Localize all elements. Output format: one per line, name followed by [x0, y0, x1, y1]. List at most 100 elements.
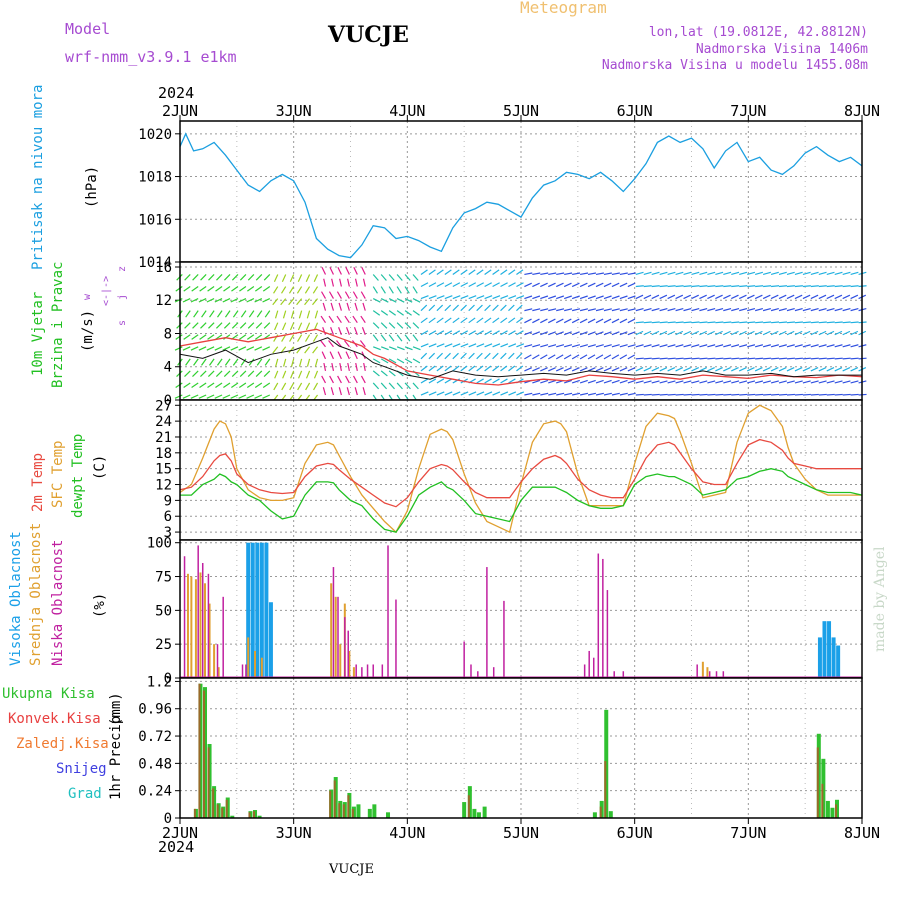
wind-arrow	[770, 380, 779, 384]
precip-total-bar	[230, 815, 235, 818]
wind-arrow	[635, 330, 644, 336]
wind-arrow	[755, 357, 764, 360]
wind-arrow	[794, 380, 803, 384]
model-label: Model	[65, 20, 111, 38]
wind-arrow	[254, 382, 263, 388]
wind-arrow	[627, 295, 636, 300]
wind-arrow	[707, 321, 716, 324]
wind-arrow	[298, 310, 303, 319]
wind-arrow	[198, 394, 207, 399]
cloud-low-bar	[216, 644, 219, 678]
wind-arrow	[579, 331, 588, 336]
wind-arrow	[312, 334, 319, 342]
wind-arrow	[675, 307, 684, 312]
wind-arrow	[247, 274, 255, 281]
wind-arrow	[484, 282, 492, 288]
wind-arrow	[524, 272, 533, 276]
wind-arrow	[263, 274, 271, 281]
precip-conv-bar	[329, 790, 332, 818]
ytick-label: 18	[155, 446, 172, 462]
wind-arrow	[842, 344, 851, 348]
wind-arrow	[778, 367, 787, 372]
wind-arrow	[532, 354, 540, 360]
wind-arrow	[619, 282, 628, 288]
wind-arrow	[246, 394, 255, 399]
cloud-high-bar	[250, 542, 255, 678]
wind-arrow	[500, 365, 508, 372]
wind-arrow	[731, 321, 740, 324]
wind-arrow	[739, 344, 748, 348]
wind-arrow	[239, 274, 247, 281]
wind-arrow	[675, 321, 684, 324]
wind-arrow	[532, 379, 541, 384]
wind-arrow	[635, 357, 644, 360]
precip-conv-bar	[253, 811, 256, 818]
wind-arrow	[262, 346, 271, 351]
wind-arrow	[555, 318, 564, 324]
meteogram-label: Meteogram	[520, 0, 607, 17]
wind-arrow	[476, 365, 484, 372]
wind-arrow	[699, 367, 707, 372]
wind-arrow	[412, 382, 419, 390]
ytick-label: 1020	[138, 127, 172, 143]
cloud-mid-bar	[213, 644, 216, 678]
legend-total-rain: Ukupna Kisa	[2, 686, 95, 702]
cloud-high-bar	[836, 645, 841, 678]
wind-arrow	[571, 318, 580, 324]
precip-conv-bar	[816, 747, 819, 818]
wind-arrow	[312, 286, 319, 294]
wind-arrow	[404, 286, 410, 294]
wind-arrow	[281, 274, 287, 282]
wind-arrow	[262, 286, 271, 292]
wind-arrow	[723, 380, 732, 384]
wind-arrow	[548, 344, 557, 348]
wind-arrow	[354, 278, 358, 287]
wind-arrow	[762, 330, 771, 336]
wind-arrow	[635, 380, 644, 384]
wind-arrow	[778, 330, 787, 336]
wind-arrow	[272, 298, 279, 306]
precip-total-bar	[462, 802, 467, 818]
wind-arrow	[707, 344, 716, 348]
wind-arrow	[619, 392, 628, 396]
ytick-label: 27	[155, 398, 172, 414]
wind-arrow	[231, 286, 239, 292]
wind-arrow	[380, 346, 389, 351]
wind-arrow	[436, 365, 444, 372]
wind-arrow	[500, 378, 508, 384]
wind-arrow	[337, 375, 342, 384]
wind-arrow	[254, 394, 263, 399]
wind-arrow	[283, 358, 287, 367]
wind-arrow	[468, 282, 477, 288]
wind-arrow	[810, 321, 819, 324]
wind-arrow	[476, 330, 484, 336]
wind-arrow	[436, 391, 445, 396]
wind-arrow	[468, 365, 476, 372]
wind-arrow	[627, 331, 636, 336]
wind-arrow	[484, 365, 492, 372]
wind-arrow	[404, 382, 411, 390]
wind-arrow	[215, 370, 223, 377]
wind-arrow	[771, 321, 780, 324]
wind-arrow	[794, 330, 803, 336]
wind-arrow	[619, 331, 628, 336]
wind-arrow	[587, 331, 596, 336]
wind-arrow	[428, 330, 437, 336]
wind-arrow	[420, 304, 428, 312]
wind-arrow	[738, 330, 747, 336]
wind-arrow	[731, 367, 739, 372]
wind-arrow	[174, 346, 183, 351]
wind-arrow	[288, 286, 295, 294]
cloud-low-bar	[583, 664, 586, 678]
wind-arrow	[540, 344, 549, 348]
cloud-low-bar	[183, 556, 186, 678]
wind-arrow	[313, 370, 319, 379]
wind-arrow	[842, 357, 851, 360]
wind-arrow	[540, 331, 548, 336]
wind-arrow	[667, 344, 676, 348]
wind-arrow	[810, 367, 819, 372]
wind-arrow	[412, 274, 419, 281]
precip-conv-bar	[342, 804, 345, 818]
legend-hail: Grad	[68, 786, 102, 802]
wind-arrow	[683, 321, 692, 324]
